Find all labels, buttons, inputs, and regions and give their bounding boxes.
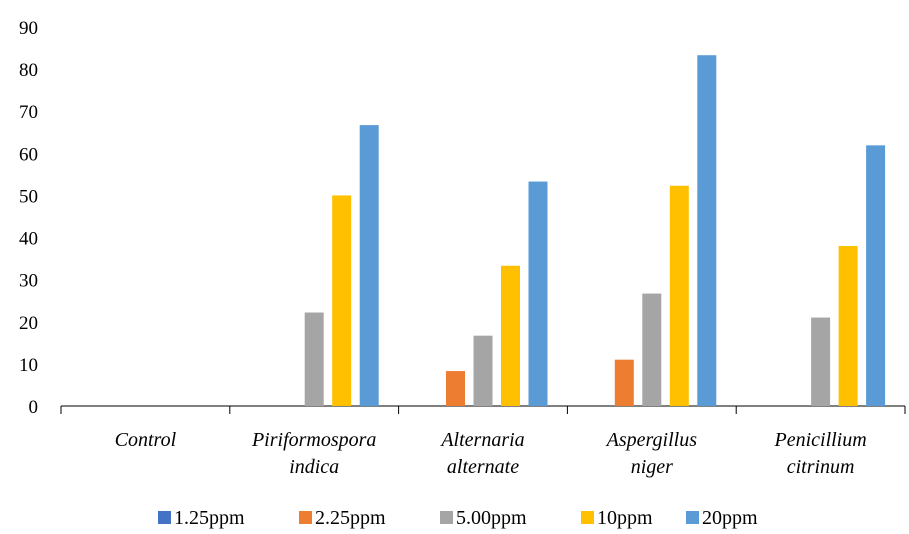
legend-swatch xyxy=(440,511,453,524)
legend-swatch xyxy=(299,511,312,524)
x-tick-label: indica xyxy=(289,456,339,478)
bar-10ppm-2 xyxy=(501,265,520,406)
bar-20ppm-4 xyxy=(866,145,886,407)
bar-5.00ppm-3 xyxy=(642,293,662,406)
legend-label: 1.25ppm xyxy=(174,507,245,529)
legend: 1.25ppm 2.25ppm 5.00ppm 10ppm 20ppm xyxy=(158,507,758,529)
y-tick-label: 20 xyxy=(19,313,38,334)
legend-swatch xyxy=(581,511,594,524)
legend-label: 10ppm xyxy=(597,507,653,529)
bar-10ppm-4 xyxy=(838,245,858,406)
legend-swatch xyxy=(158,511,171,524)
bar-5.00ppm-1 xyxy=(304,312,324,406)
y-tick-label: 50 xyxy=(19,186,38,207)
x-tick-label: alternate xyxy=(447,456,519,478)
legend-label: 2.25ppm xyxy=(315,507,386,529)
x-axis: Control Piriformospora indica Alternaria alt… xyxy=(60,405,906,478)
bar-10ppm-1 xyxy=(332,195,352,406)
x-tick-label: Aspergillus xyxy=(605,429,698,451)
y-tick-label: 60 xyxy=(19,144,38,165)
y-axis: 0 10 20 30 40 50 60 70 80 90 xyxy=(19,18,38,418)
x-tick-label: Penicillium xyxy=(773,429,866,451)
bar-20ppm-2 xyxy=(528,181,548,406)
bar-20ppm-3 xyxy=(697,55,717,406)
bar-5.00ppm-2 xyxy=(473,335,493,406)
y-tick-label: 30 xyxy=(19,271,38,292)
legend-label: 20ppm xyxy=(702,507,758,529)
y-tick-label: 10 xyxy=(19,355,38,376)
y-tick-label: 70 xyxy=(19,102,38,123)
x-tick-label: Alternaria xyxy=(439,429,524,451)
y-tick-label: 0 xyxy=(29,397,39,418)
y-tick-label: 80 xyxy=(19,60,38,81)
legend-label: 5.00ppm xyxy=(456,507,527,529)
bar-2.25ppm-2 xyxy=(446,371,465,406)
legend-swatch xyxy=(686,511,699,524)
bar-5.00ppm-4 xyxy=(811,317,831,406)
x-tick-label: niger xyxy=(631,456,673,478)
x-tick-label: citrinum xyxy=(787,456,855,478)
bars xyxy=(304,55,886,407)
bar-10ppm-3 xyxy=(669,185,689,406)
x-tick-label: Control xyxy=(115,429,177,451)
y-tick-label: 40 xyxy=(19,229,38,250)
x-tick-label: Piriformospora xyxy=(251,429,376,451)
y-tick-label: 90 xyxy=(19,18,38,39)
bar-2.25ppm-3 xyxy=(614,359,634,406)
bar-20ppm-1 xyxy=(359,125,379,406)
